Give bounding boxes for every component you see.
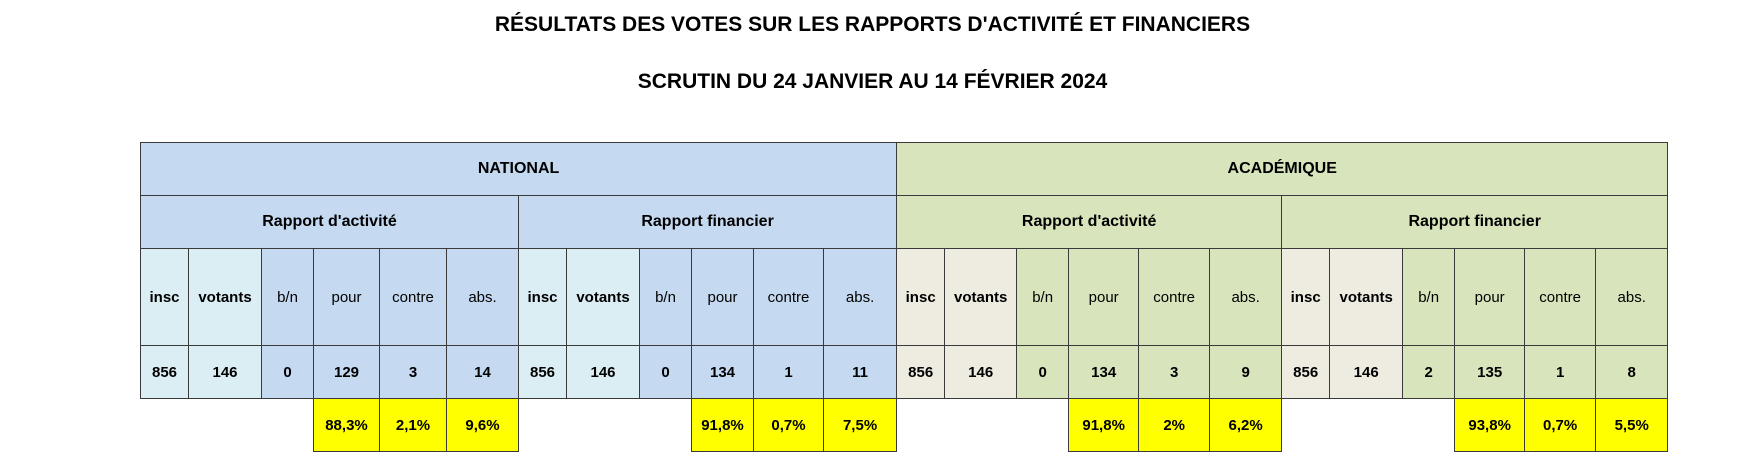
value-pour: 129: [313, 345, 380, 399]
academique-financier-header: Rapport financier: [1281, 195, 1669, 249]
group-academique-header: ACADÉMIQUE: [896, 142, 1669, 196]
column-header-bn: b/n: [639, 248, 692, 346]
column-header-pour: pour: [313, 248, 380, 346]
value-abs: 14: [446, 345, 519, 399]
value-insc: 856: [518, 345, 567, 399]
value-bn: 2: [1402, 345, 1456, 399]
values-row: 856 146 0 129 3 14 856 146 0 134 1 11 85…: [140, 345, 1669, 399]
value-abs: 8: [1595, 345, 1669, 399]
percent-pour: 93,8%: [1454, 398, 1526, 452]
column-header-contre: contre: [1524, 248, 1597, 346]
percent-contre: 0,7%: [1524, 398, 1597, 452]
empty-cell: [519, 399, 692, 452]
percent-contre: 2,1%: [379, 398, 447, 452]
value-contre: 1: [753, 345, 824, 399]
percent-pour: 91,8%: [1068, 398, 1140, 452]
column-header-abs: abs.: [1595, 248, 1669, 346]
column-header-votants: votants: [188, 248, 262, 346]
column-header-insc: insc: [518, 248, 567, 346]
value-contre: 3: [1138, 345, 1211, 399]
page-title: RÉSULTATS DES VOTES SUR LES RAPPORTS D'A…: [494, 13, 1251, 36]
column-header-votants: votants: [944, 248, 1018, 346]
column-header-insc: insc: [1281, 248, 1331, 346]
column-header-votants: votants: [1329, 248, 1404, 346]
value-votants: 146: [1329, 345, 1404, 399]
column-header-pour: pour: [1068, 248, 1140, 346]
column-header-pour: pour: [691, 248, 754, 346]
value-insc: 856: [896, 345, 946, 399]
national-financier-header: Rapport financier: [517, 195, 898, 249]
value-bn: 0: [1016, 345, 1070, 399]
value-insc: 856: [1281, 345, 1331, 399]
column-header-insc: insc: [896, 248, 946, 346]
group-header-row: NATIONAL ACADÉMIQUE: [139, 142, 1669, 196]
value-abs: 11: [822, 345, 898, 399]
value-votants: 146: [566, 345, 640, 399]
national-activite-header: Rapport d'activité: [140, 195, 519, 249]
value-insc: 856: [140, 345, 189, 399]
value-pour: 135: [1454, 345, 1526, 399]
group-national-header: NATIONAL: [139, 142, 898, 196]
column-header-abs: abs.: [822, 248, 898, 346]
column-header-abs: abs.: [446, 248, 519, 346]
empty-cell: [141, 399, 314, 452]
report-header-row: Rapport d'activité Rapport financier Rap…: [140, 195, 1669, 249]
empty-cell: [1282, 399, 1455, 452]
value-pour: 134: [1068, 345, 1140, 399]
value-votants: 146: [944, 345, 1018, 399]
results-table: NATIONAL ACADÉMIQUE Rapport d'activité R…: [139, 142, 1669, 452]
percent-pour: 91,8%: [691, 398, 754, 452]
percent-contre: 0,7%: [753, 398, 824, 452]
percent-abs: 7,5%: [822, 398, 898, 452]
column-header-contre: contre: [1138, 248, 1211, 346]
percent-abs: 6,2%: [1209, 398, 1283, 452]
empty-cell: [897, 399, 1069, 452]
value-contre: 3: [379, 345, 447, 399]
percentages-row: 88,3% 2,1% 9,6% 91,8% 0,7% 7,5% 91,8% 2%…: [141, 398, 1669, 452]
column-header-pour: pour: [1454, 248, 1526, 346]
column-header-insc: insc: [140, 248, 189, 346]
percent-contre: 2%: [1138, 398, 1211, 452]
value-bn: 0: [261, 345, 314, 399]
column-header-contre: contre: [753, 248, 824, 346]
page-subtitle: SCRUTIN DU 24 JANVIER AU 14 FÉVRIER 2024: [637, 70, 1108, 93]
column-header-abs: abs.: [1209, 248, 1283, 346]
column-header-bn: b/n: [1016, 248, 1070, 346]
value-bn: 0: [639, 345, 692, 399]
percent-abs: 9,6%: [446, 398, 519, 452]
column-header-contre: contre: [379, 248, 447, 346]
value-votants: 146: [188, 345, 262, 399]
column-header-votants: votants: [566, 248, 640, 346]
column-header-row: insc votants b/n pour contre abs. insc v…: [140, 248, 1669, 346]
percent-pour: 88,3%: [313, 398, 380, 452]
academique-activite-header: Rapport d'activité: [896, 195, 1283, 249]
column-header-bn: b/n: [1402, 248, 1456, 346]
percent-abs: 5,5%: [1595, 398, 1669, 452]
value-abs: 9: [1209, 345, 1283, 399]
column-header-bn: b/n: [261, 248, 314, 346]
value-contre: 1: [1524, 345, 1597, 399]
value-pour: 134: [691, 345, 754, 399]
